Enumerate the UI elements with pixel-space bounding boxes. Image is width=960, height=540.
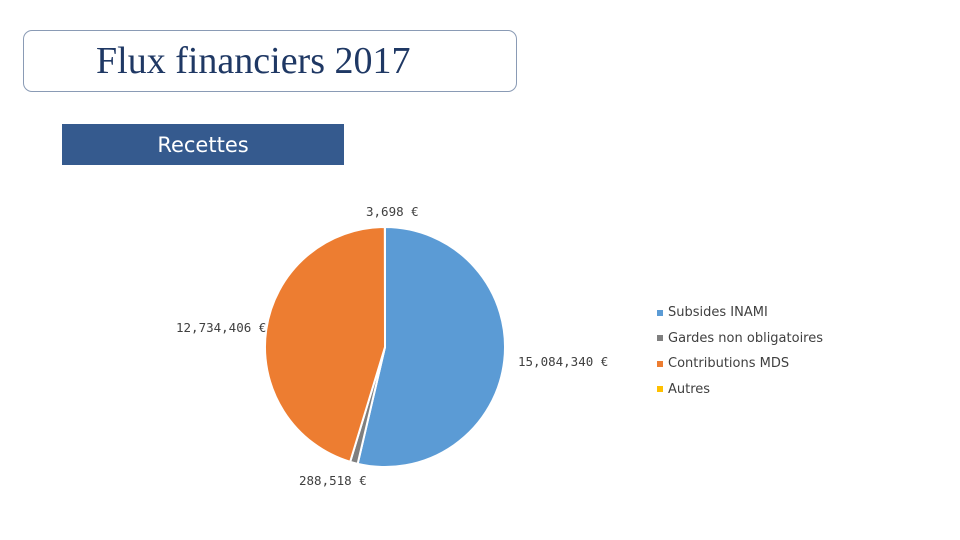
legend-label: Autres bbox=[668, 381, 711, 397]
pie-slice-contributions-mds bbox=[263, 225, 387, 464]
data-label: 3,698 € bbox=[366, 204, 419, 219]
legend-item: Gardes non obligatoires bbox=[657, 326, 823, 352]
page-title: Flux financiers 2017 bbox=[96, 40, 411, 82]
subtitle-banner: Recettes bbox=[62, 124, 344, 165]
legend-label: Subsides INAMI bbox=[668, 305, 768, 321]
legend-swatch bbox=[657, 309, 663, 316]
legend-swatch bbox=[657, 335, 663, 342]
legend-label: Contributions MDS bbox=[668, 356, 790, 372]
pie-data-labels: 15,084,340 € 288,518 € 12,734,406 € 3,698 € bbox=[176, 204, 608, 488]
title-box: Flux financiers 2017 bbox=[23, 30, 517, 92]
legend-item: Autres bbox=[657, 377, 823, 403]
data-label: 288,518 € bbox=[299, 473, 367, 488]
chart-legend: Subsides INAMI Gardes non obligatoires Con… bbox=[657, 300, 823, 402]
section-subtitle: Recettes bbox=[157, 132, 249, 157]
legend-swatch bbox=[657, 360, 663, 367]
legend-swatch bbox=[657, 386, 663, 393]
data-label: 15,084,340 € bbox=[518, 354, 608, 369]
legend-label: Gardes non obligatoires bbox=[668, 330, 824, 346]
legend-item: Contributions MDS bbox=[657, 351, 823, 377]
pie-slice-subsides-inami bbox=[356, 225, 507, 468]
pie-slices bbox=[263, 225, 507, 468]
data-label: 12,734,406 € bbox=[176, 320, 266, 335]
legend-item: Subsides INAMI bbox=[657, 300, 823, 326]
